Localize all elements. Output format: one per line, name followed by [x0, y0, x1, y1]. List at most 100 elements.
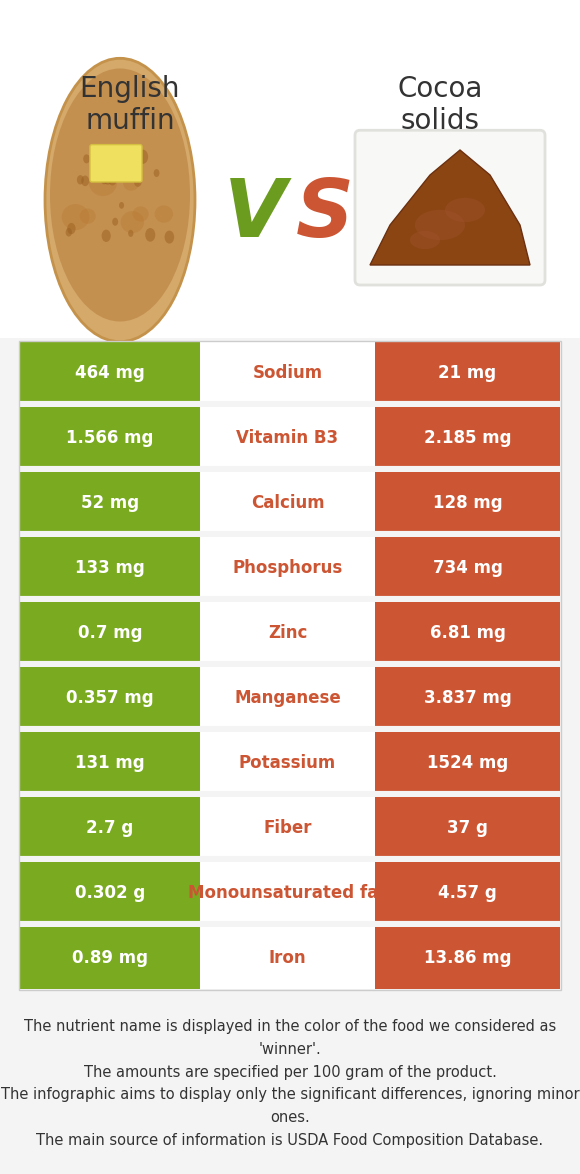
- Ellipse shape: [154, 205, 173, 223]
- Bar: [375, 862, 560, 924]
- Ellipse shape: [415, 210, 465, 241]
- Bar: [200, 862, 375, 924]
- Ellipse shape: [445, 198, 485, 222]
- Bar: [20, 537, 200, 599]
- Bar: [200, 667, 375, 729]
- Bar: [20, 733, 200, 794]
- Text: 2.7 g: 2.7 g: [86, 819, 133, 837]
- Ellipse shape: [110, 160, 117, 170]
- Text: 52 mg: 52 mg: [81, 494, 139, 512]
- Bar: [375, 472, 560, 534]
- Text: Vitamin B3: Vitamin B3: [237, 429, 339, 447]
- FancyBboxPatch shape: [90, 144, 142, 182]
- Text: 3.837 mg: 3.837 mg: [423, 689, 512, 707]
- Bar: [20, 472, 200, 534]
- Text: 2.185 mg: 2.185 mg: [424, 429, 511, 447]
- Bar: [375, 667, 560, 729]
- Bar: [375, 602, 560, 664]
- Bar: [200, 407, 375, 468]
- Bar: [20, 407, 200, 468]
- Text: 1.566 mg: 1.566 mg: [66, 429, 154, 447]
- Polygon shape: [370, 150, 530, 265]
- Bar: [375, 537, 560, 599]
- Text: Cocoa
solids: Cocoa solids: [397, 75, 483, 135]
- Ellipse shape: [128, 164, 134, 173]
- Ellipse shape: [103, 171, 113, 184]
- Bar: [19, 340, 561, 990]
- Ellipse shape: [410, 231, 440, 249]
- Bar: [200, 602, 375, 664]
- Text: Monounsaturated fat: Monounsaturated fat: [188, 884, 387, 902]
- Ellipse shape: [79, 209, 96, 224]
- Bar: [20, 667, 200, 729]
- Text: The nutrient name is displayed in the color of the food we considered as
'winner: The nutrient name is displayed in the co…: [1, 1019, 579, 1148]
- Ellipse shape: [45, 59, 195, 342]
- Ellipse shape: [92, 154, 122, 182]
- Bar: [375, 342, 560, 404]
- Text: English
muffin: English muffin: [80, 75, 180, 135]
- Text: 0.7 mg: 0.7 mg: [78, 625, 142, 642]
- Ellipse shape: [137, 149, 148, 164]
- Ellipse shape: [50, 68, 190, 322]
- Bar: [20, 342, 200, 404]
- Text: V: V: [224, 176, 286, 254]
- Text: 21 mg: 21 mg: [438, 364, 496, 382]
- Text: 464 mg: 464 mg: [75, 364, 145, 382]
- Ellipse shape: [77, 175, 84, 184]
- Text: Zinc: Zinc: [268, 625, 307, 642]
- Ellipse shape: [100, 174, 108, 184]
- Bar: [375, 797, 560, 859]
- Ellipse shape: [134, 176, 142, 187]
- Ellipse shape: [112, 217, 118, 225]
- Text: Fiber: Fiber: [263, 819, 312, 837]
- Bar: [20, 927, 200, 989]
- Ellipse shape: [128, 230, 133, 237]
- Text: Potassium: Potassium: [239, 754, 336, 772]
- Bar: [200, 797, 375, 859]
- Ellipse shape: [132, 207, 149, 222]
- Bar: [375, 927, 560, 989]
- Ellipse shape: [67, 223, 75, 235]
- FancyBboxPatch shape: [355, 130, 545, 285]
- Bar: [200, 733, 375, 794]
- Bar: [200, 537, 375, 599]
- Bar: [375, 407, 560, 468]
- Ellipse shape: [102, 230, 111, 242]
- Text: 0.357 mg: 0.357 mg: [66, 689, 154, 707]
- Text: S: S: [296, 176, 354, 254]
- Ellipse shape: [61, 204, 89, 230]
- Text: Calcium: Calcium: [251, 494, 324, 512]
- Ellipse shape: [108, 174, 117, 185]
- Ellipse shape: [123, 176, 139, 191]
- Bar: [0, 0, 580, 338]
- Text: 4.57 g: 4.57 g: [438, 884, 497, 902]
- Ellipse shape: [83, 154, 90, 163]
- Text: 0.302 g: 0.302 g: [75, 884, 145, 902]
- Ellipse shape: [89, 169, 117, 196]
- Text: 37 g: 37 g: [447, 819, 488, 837]
- Ellipse shape: [145, 228, 155, 242]
- Ellipse shape: [154, 169, 160, 177]
- Text: 128 mg: 128 mg: [433, 494, 502, 512]
- Text: 6.81 mg: 6.81 mg: [430, 625, 505, 642]
- Ellipse shape: [119, 202, 124, 209]
- Ellipse shape: [66, 228, 72, 237]
- Text: Iron: Iron: [269, 949, 306, 967]
- Text: Sodium: Sodium: [252, 364, 322, 382]
- Bar: [20, 797, 200, 859]
- Bar: [20, 862, 200, 924]
- Bar: [375, 733, 560, 794]
- Text: 133 mg: 133 mg: [75, 559, 145, 576]
- Ellipse shape: [81, 175, 89, 187]
- Bar: [200, 472, 375, 534]
- Text: 734 mg: 734 mg: [433, 559, 502, 576]
- Ellipse shape: [94, 157, 103, 169]
- Ellipse shape: [120, 163, 130, 178]
- Bar: [20, 602, 200, 664]
- Text: 131 mg: 131 mg: [75, 754, 145, 772]
- Ellipse shape: [121, 211, 144, 234]
- Bar: [200, 927, 375, 989]
- Text: 13.86 mg: 13.86 mg: [424, 949, 511, 967]
- Text: Phosphorus: Phosphorus: [233, 559, 343, 576]
- Text: 0.89 mg: 0.89 mg: [72, 949, 148, 967]
